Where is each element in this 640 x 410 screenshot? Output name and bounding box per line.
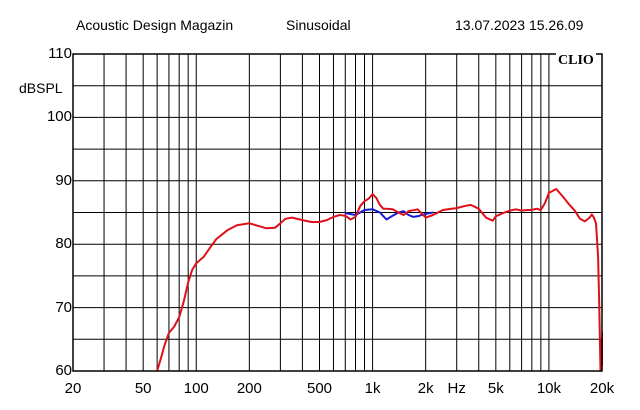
series-line-red xyxy=(156,188,603,371)
traces xyxy=(156,188,603,371)
x-tick-label: 500 xyxy=(306,380,333,397)
clio-logo: CLIO xyxy=(556,53,596,69)
x-tick-label: 200 xyxy=(236,380,262,397)
x-tick-label: 10k xyxy=(536,380,561,397)
y-tick-label: 110 xyxy=(48,45,72,62)
series-line-blue xyxy=(345,208,434,221)
y-axis-label: dBSPL xyxy=(19,80,63,96)
x-tick-label: 2k xyxy=(417,380,434,397)
x-tick-label: 100 xyxy=(183,380,209,397)
header-timestamp: 13.07.2023 15.26.09 xyxy=(455,17,584,33)
y-tick-label: 90 xyxy=(55,171,72,189)
x-tick-label: 1k xyxy=(364,380,381,397)
header-mode: Sinusoidal xyxy=(286,17,351,33)
plot-frame xyxy=(72,53,603,372)
y-tick-label: 60 xyxy=(55,362,72,379)
x-tick-label: 20 xyxy=(64,380,82,397)
header-source: Acoustic Design Magazin xyxy=(76,17,234,33)
x-tick-label: 5k xyxy=(487,380,504,397)
x-tick-label: 50 xyxy=(134,380,152,397)
y-tick-label: 100 xyxy=(46,108,72,126)
y-tick-label: 70 xyxy=(55,298,72,316)
grid-lines xyxy=(72,53,603,372)
y-tick-label: 80 xyxy=(55,235,72,253)
x-tick-label: 20k xyxy=(589,380,615,397)
x-axis-unit-label: Hz xyxy=(447,380,466,397)
